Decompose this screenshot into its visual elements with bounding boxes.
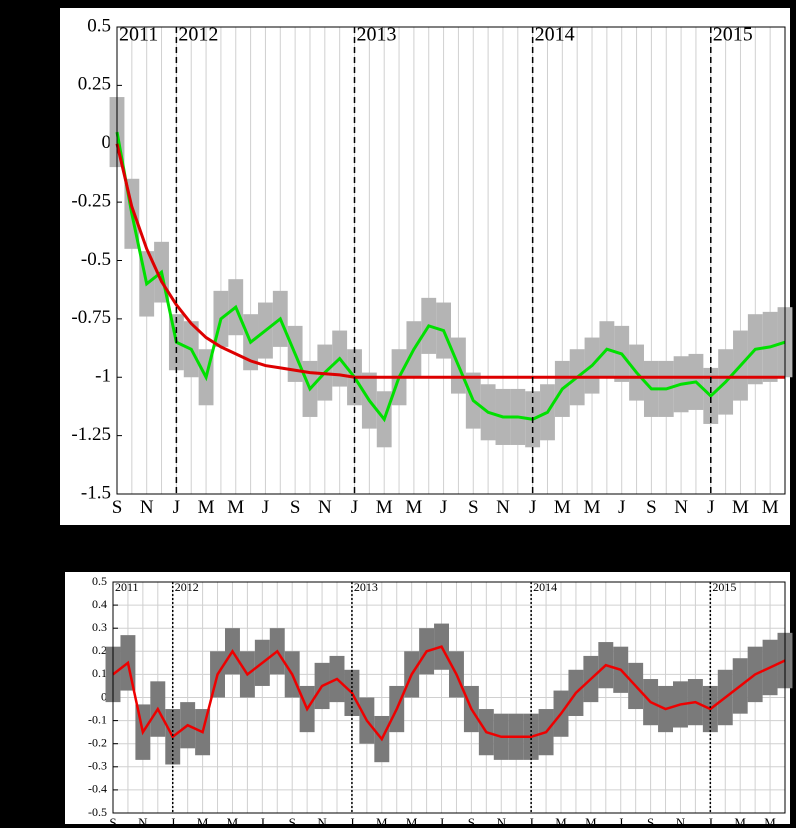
x-tick-label: N <box>676 815 686 828</box>
x-tick-label: M <box>198 497 215 518</box>
x-tick-label: M <box>734 815 746 828</box>
year-label: 2015 <box>713 24 753 46</box>
x-tick-label: M <box>585 815 597 828</box>
x-tick-label: J <box>529 815 534 828</box>
y-tick-label: 0.5 <box>87 15 111 36</box>
x-tick-label: N <box>674 497 688 518</box>
plot-frame <box>112 581 786 814</box>
series-line <box>112 645 786 742</box>
x-tick-label: M <box>405 497 422 518</box>
y-tick-label: -1 <box>95 366 111 387</box>
x-tick-label: M <box>762 497 779 518</box>
x-tick-label: N <box>138 815 148 828</box>
series-line <box>115 131 786 423</box>
x-tick-label: S <box>468 497 479 518</box>
y-tick-label: -0.4 <box>88 782 107 796</box>
panel-background <box>60 8 790 525</box>
x-tick-label: J <box>618 815 623 828</box>
x-tick-label: M <box>732 497 749 518</box>
x-tick-label: N <box>317 815 327 828</box>
plot-frame <box>116 26 786 495</box>
x-tick-label: J <box>708 815 713 828</box>
x-tick-label: J <box>260 815 265 828</box>
y-tick-label: 0.1 <box>92 666 107 680</box>
year-label: 2012 <box>178 24 218 46</box>
y-tick-label: -1.5 <box>81 482 111 503</box>
x-tick-label: N <box>496 497 510 518</box>
x-tick-label: J <box>707 497 714 518</box>
y-tick-label: 0.2 <box>92 643 107 657</box>
x-tick-label: J <box>262 497 269 518</box>
y-tick-label: -0.2 <box>88 735 107 749</box>
x-tick-label: M <box>584 497 601 518</box>
x-tick-label: S <box>468 815 475 828</box>
x-tick-label: M <box>197 815 209 828</box>
x-tick-label: J <box>351 497 358 518</box>
x-tick-label: S <box>646 497 657 518</box>
x-tick-label: J <box>529 497 536 518</box>
y-tick-label: -0.1 <box>88 712 107 726</box>
x-tick-label: J <box>618 497 625 518</box>
x-tick-label: M <box>406 815 418 828</box>
x-tick-label: M <box>376 497 393 518</box>
y-tick-label: -0.25 <box>71 190 111 211</box>
x-tick-label: J <box>170 815 175 828</box>
x-tick-label: S <box>112 497 123 518</box>
y-tick-label: 0.25 <box>78 74 111 95</box>
y-tick-label: -0.5 <box>88 805 107 819</box>
year-label: 2013 <box>354 580 378 594</box>
y-tick-label: -0.75 <box>71 307 111 328</box>
year-label: 2015 <box>712 580 736 594</box>
x-tick-label: N <box>497 815 507 828</box>
x-tick-label: M <box>376 815 388 828</box>
x-tick-label: S <box>647 815 654 828</box>
year-label: 2012 <box>175 580 199 594</box>
y-tick-label: 0 <box>102 132 112 153</box>
x-tick-label: N <box>140 497 154 518</box>
year-label: 2011 <box>115 580 139 594</box>
year-label: 2014 <box>533 580 557 594</box>
y-tick-label: 0.5 <box>92 574 107 588</box>
year-label: 2013 <box>357 24 397 46</box>
x-tick-label: J <box>173 497 180 518</box>
y-tick-label: -0.3 <box>88 759 107 773</box>
x-tick-label: J <box>349 815 354 828</box>
x-tick-label: M <box>555 815 567 828</box>
x-tick-label: S <box>290 497 301 518</box>
y-tick-label: 0.4 <box>92 597 107 611</box>
y-tick-label: 0.3 <box>92 620 107 634</box>
y-tick-label: -0.5 <box>81 249 111 270</box>
year-label: 2014 <box>535 24 575 46</box>
x-tick-label: J <box>440 497 447 518</box>
y-tick-label: 0 <box>101 689 107 703</box>
x-tick-label: J <box>439 815 444 828</box>
x-tick-label: M <box>227 815 239 828</box>
series-line <box>115 143 785 379</box>
x-tick-label: S <box>289 815 296 828</box>
x-tick-label: M <box>554 497 571 518</box>
x-tick-label: M <box>764 815 776 828</box>
x-tick-label: N <box>318 497 332 518</box>
x-tick-label: M <box>227 497 244 518</box>
x-tick-label: S <box>109 815 116 828</box>
year-label: 2011 <box>119 24 158 46</box>
y-tick-label: -1.25 <box>71 424 111 445</box>
